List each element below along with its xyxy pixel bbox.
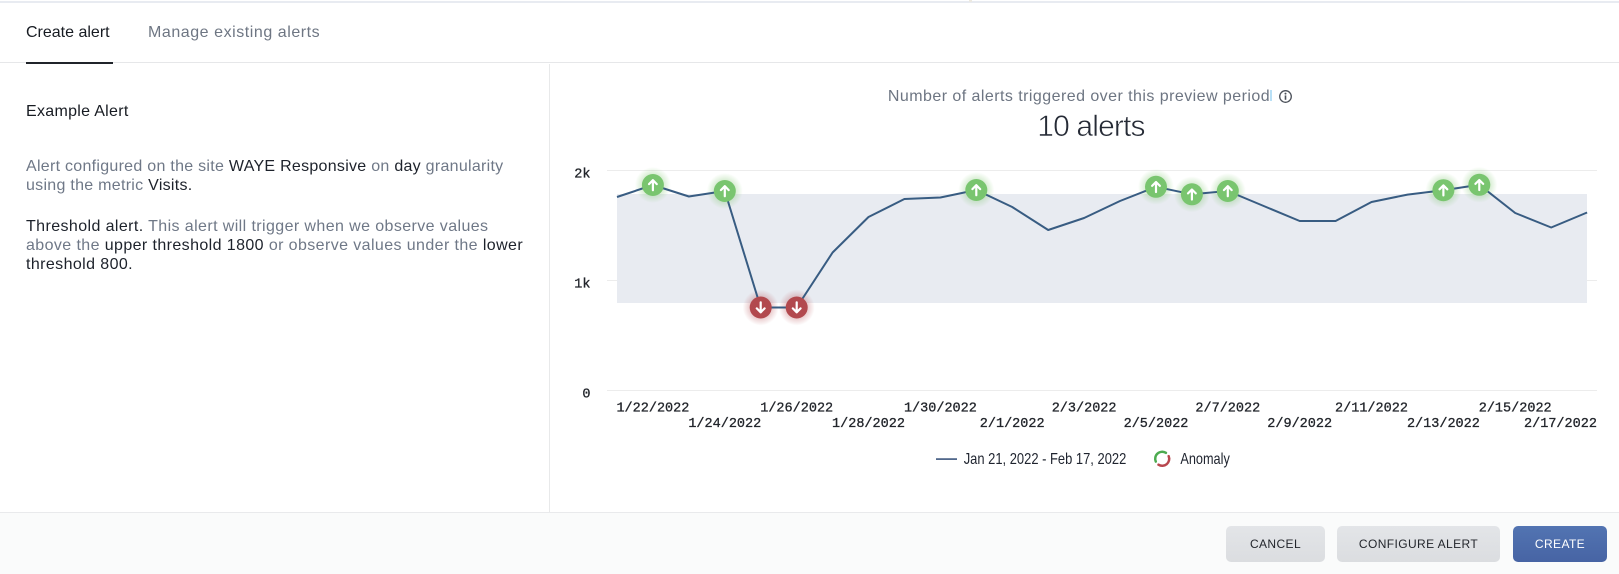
svg-text:1/30/2022: 1/30/2022 <box>904 402 977 417</box>
svg-text:Anomaly: Anomaly <box>1180 451 1229 468</box>
svg-text:2/1/2022: 2/1/2022 <box>980 417 1045 432</box>
svg-text:0: 0 <box>582 387 590 402</box>
svg-text:2/3/2022: 2/3/2022 <box>1052 402 1117 417</box>
svg-text:2k: 2k <box>574 167 590 182</box>
svg-text:2/7/2022: 2/7/2022 <box>1195 402 1260 417</box>
svg-text:1k: 1k <box>574 277 590 292</box>
svg-text:2/13/2022: 2/13/2022 <box>1407 417 1480 432</box>
svg-text:2/11/2022: 2/11/2022 <box>1335 402 1408 417</box>
svg-text:2/5/2022: 2/5/2022 <box>1124 417 1189 432</box>
svg-text:Jan 21, 2022 - Feb 17, 2022: Jan 21, 2022 - Feb 17, 2022 <box>964 451 1127 468</box>
svg-text:1/24/2022: 1/24/2022 <box>688 417 761 432</box>
svg-text:2/15/2022: 2/15/2022 <box>1479 402 1552 417</box>
svg-text:2/9/2022: 2/9/2022 <box>1267 417 1332 432</box>
svg-text:1/22/2022: 1/22/2022 <box>616 402 689 417</box>
svg-text:1/28/2022: 1/28/2022 <box>832 417 905 432</box>
svg-text:1/26/2022: 1/26/2022 <box>760 402 833 417</box>
svg-text:2/17/2022: 2/17/2022 <box>1524 417 1597 432</box>
